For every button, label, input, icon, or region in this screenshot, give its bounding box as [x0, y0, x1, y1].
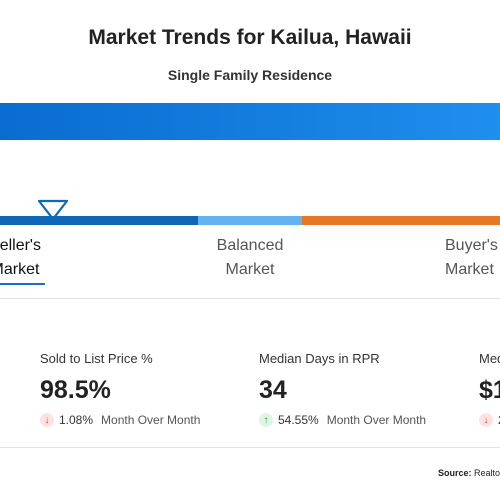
stat-label: Sold to List Price % [40, 351, 153, 366]
stat-value: $1 [479, 376, 500, 404]
stat-change: ↓ 2 [479, 413, 500, 427]
tab-buyers-market-line1: Buyer's [445, 237, 498, 254]
selected-tab-underline [0, 283, 45, 285]
tab-balanced-market-line2: Market [225, 261, 275, 278]
page-subtitle: Single Family Residence [167, 67, 333, 83]
stat-change-percent: 1.08% [59, 413, 94, 427]
scale-segment-buyer [302, 216, 500, 225]
source-label: Source: [438, 468, 472, 478]
stat-label: Med [479, 351, 500, 366]
source-text: Realto [474, 468, 500, 478]
tab-buyers-market[interactable]: Buyer's Market [445, 234, 500, 282]
stat-change: ↑ 54.55% Month Over Month [259, 413, 426, 427]
stat-median-price: Med $1 ↓ 2 [479, 351, 500, 427]
arrow-down-icon: ↓ [40, 413, 54, 427]
stat-change-period: Month Over Month [101, 413, 201, 427]
stat-change-percent: 2 [498, 413, 500, 427]
stat-sold-to-list: Sold to List Price % 98.5% ↓ 1.08% Month… [40, 351, 200, 427]
tab-balanced-market-line1: Balanced [216, 237, 284, 254]
section-divider [0, 298, 500, 299]
source-note: Source: Realto [438, 468, 500, 478]
scale-segment-seller [0, 216, 198, 225]
tab-buyers-market-line2: Market [445, 261, 494, 278]
market-scale-bar [0, 216, 500, 225]
triangle-down-icon [37, 199, 69, 221]
stat-change-percent: 54.55% [278, 413, 319, 427]
stat-median-days: Median Days in RPR 34 ↑ 54.55% Month Ove… [259, 351, 426, 427]
stat-label: Median Days in RPR [259, 351, 380, 366]
stat-value: 98.5% [40, 376, 111, 404]
tab-sellers-market-line2: Market [0, 261, 40, 278]
tab-balanced-market[interactable]: Balanced Market [200, 234, 300, 282]
arrow-up-icon: ↑ [259, 413, 273, 427]
tab-sellers-market-line1: Seller's [0, 237, 41, 254]
stat-change: ↓ 1.08% Month Over Month [40, 413, 200, 427]
arrow-down-icon: ↓ [479, 413, 493, 427]
stat-value: 34 [259, 376, 287, 404]
tab-sellers-market[interactable]: Seller's Market [0, 234, 50, 282]
page-title: Market Trends for Kailua, Hawaii [88, 26, 412, 49]
scale-segment-balanced [198, 216, 302, 225]
footer-divider [0, 447, 500, 448]
header-banner [0, 103, 500, 140]
stat-change-period: Month Over Month [326, 413, 427, 427]
